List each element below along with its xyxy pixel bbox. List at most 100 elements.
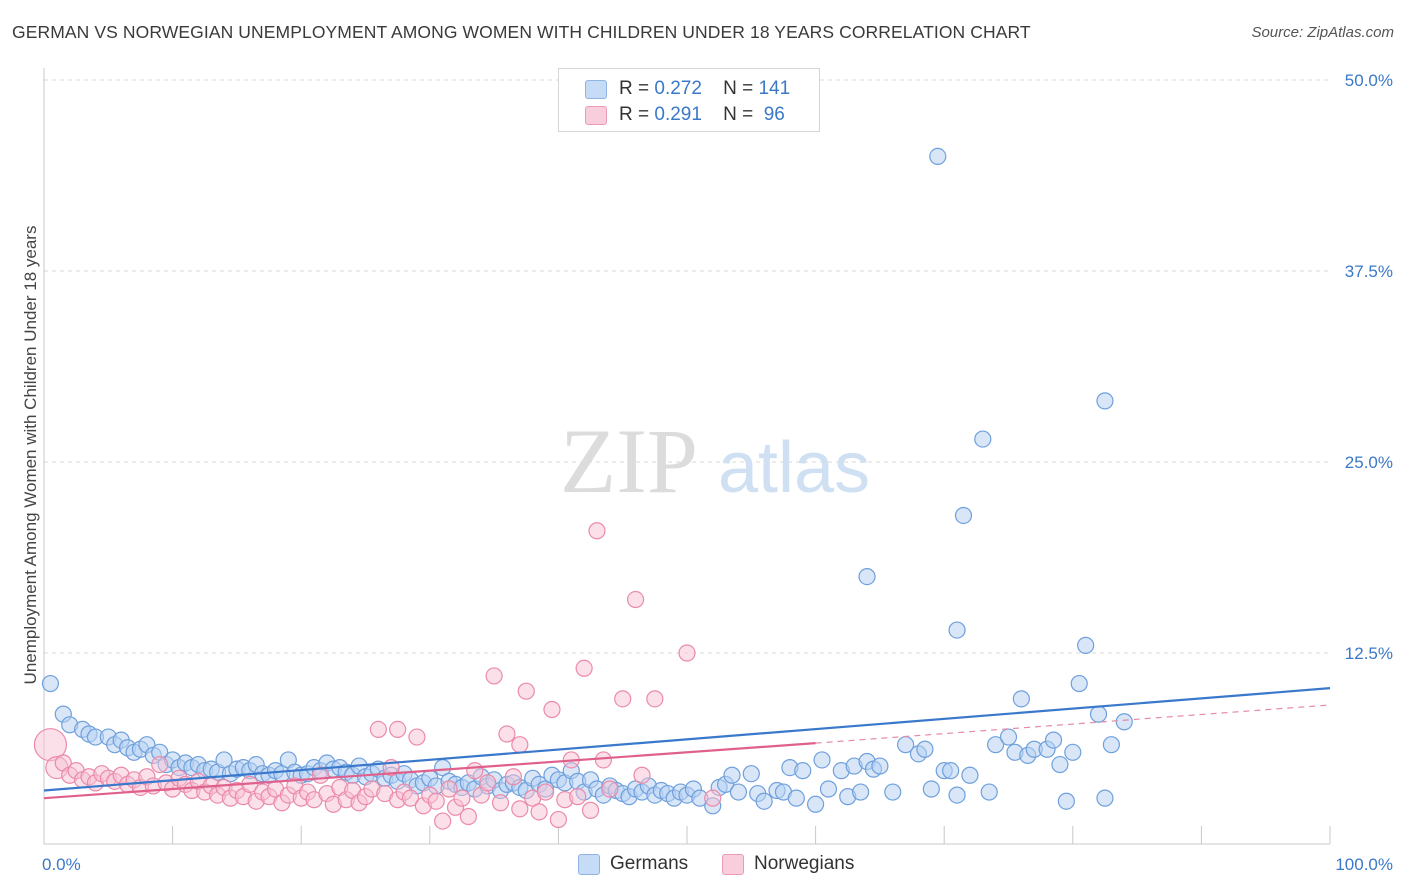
point-germans [1102, 736, 1120, 754]
point-norwegians [453, 789, 471, 807]
point-norwegians [401, 789, 420, 807]
legend-n-value: 96 [763, 104, 785, 125]
point-norwegians [575, 659, 593, 677]
point-norwegians [588, 522, 606, 540]
point-germans [806, 795, 825, 813]
y-tick-label: 12.5% [1345, 644, 1393, 663]
point-germans [948, 621, 966, 639]
point-germans [215, 751, 233, 769]
point-germans [954, 506, 973, 525]
point-germans [723, 766, 741, 784]
point-norwegians [601, 780, 619, 798]
point-germans [41, 674, 60, 693]
trend-line-germans [43, 687, 1331, 792]
point-germans [999, 728, 1018, 746]
point-norwegians [581, 801, 600, 819]
y-tick-label: 37.5% [1345, 262, 1393, 281]
point-norwegians [479, 774, 497, 792]
trend-lines [43, 687, 1331, 800]
point-germans [1077, 636, 1095, 654]
point-germans [1044, 731, 1063, 749]
point-norwegians [704, 789, 722, 807]
point-germans [980, 783, 998, 801]
legend-swatch-norwegians [585, 106, 607, 125]
point-germans [922, 780, 940, 798]
bottom-legend-label-norwegians: Norwegians [754, 853, 855, 874]
point-germans [1064, 743, 1082, 761]
point-germans [755, 792, 773, 810]
point-norwegians [511, 800, 529, 818]
point-norwegians [543, 700, 561, 719]
point-germans [1096, 392, 1114, 410]
point-norwegians [459, 807, 477, 826]
point-germans [974, 430, 992, 448]
watermark-zip: ZIP [560, 410, 698, 512]
point-norwegians [434, 812, 452, 830]
legend-r-value: 0.291 [654, 104, 702, 125]
legend-n-label: N = [723, 104, 754, 125]
point-norwegians [504, 768, 522, 786]
y-tick-label: 25.0% [1345, 453, 1393, 472]
point-norwegians [678, 644, 696, 662]
series-germans-points [41, 147, 1133, 815]
point-germans [852, 783, 870, 801]
point-norwegians [408, 728, 426, 746]
point-germans [948, 786, 966, 804]
point-norwegians [485, 667, 503, 685]
point-norwegians [466, 762, 484, 780]
y-axis-label: Unemployment Among Women with Children U… [21, 226, 40, 685]
point-germans [1012, 690, 1030, 708]
correlation-legend: R = 0.272 N = 141 R = 0.291 N = 96 [558, 68, 820, 132]
tick-labels: 12.5% 25.0% 37.5% 50.0% 0.0% 100.0% [42, 71, 1393, 874]
point-germans [729, 783, 748, 801]
legend-r-label: R = [619, 78, 650, 99]
point-germans [1057, 792, 1075, 810]
point-norwegians [549, 810, 568, 829]
point-germans [813, 751, 831, 769]
point-germans [871, 757, 889, 775]
trend-line-norwegians-extension [815, 704, 1331, 744]
point-germans [916, 740, 934, 758]
point-norwegians [511, 736, 529, 754]
point-norwegians [536, 783, 555, 801]
point-norwegians [530, 803, 548, 821]
axes [43, 68, 1331, 845]
legend-r-value: 0.272 [654, 78, 702, 99]
point-germans [819, 780, 838, 798]
legend-n-label: N = [723, 78, 754, 99]
point-norwegians [491, 794, 510, 812]
point-germans [961, 766, 979, 784]
legend-r-label: R = [619, 104, 650, 125]
watermark-atlas: atlas [718, 428, 870, 508]
point-norwegians [440, 780, 458, 798]
point-germans [787, 789, 805, 807]
point-norwegians [614, 690, 632, 708]
y-tick-label: 50.0% [1345, 71, 1393, 90]
point-germans [1096, 789, 1114, 807]
point-norwegians [517, 682, 535, 700]
point-germans [929, 147, 947, 165]
point-germans [1115, 713, 1133, 731]
bottom-legend-swatch-germans [578, 854, 600, 875]
point-norwegians [633, 766, 651, 784]
point-norwegians [389, 720, 407, 739]
point-germans [1051, 755, 1069, 774]
grid-lines [44, 79, 1330, 654]
x-tick-label: 100.0% [1335, 855, 1393, 874]
point-norwegians [498, 725, 516, 743]
point-germans [794, 762, 812, 780]
x-tick-label: 0.0% [42, 855, 81, 874]
point-germans [942, 762, 960, 780]
point-norwegians [369, 720, 387, 739]
point-norwegians [626, 590, 645, 609]
trend-line-norwegians [43, 742, 816, 800]
point-norwegians [427, 792, 445, 810]
point-germans [884, 783, 902, 801]
point-norwegians [151, 755, 169, 774]
point-norwegians [646, 690, 664, 708]
point-germans [742, 765, 760, 783]
bottom-legend-label-germans: Germans [610, 853, 689, 874]
point-norwegians [594, 751, 613, 769]
chart-title: GERMAN VS NORWEGIAN UNEMPLOYMENT AMONG W… [12, 22, 1031, 42]
